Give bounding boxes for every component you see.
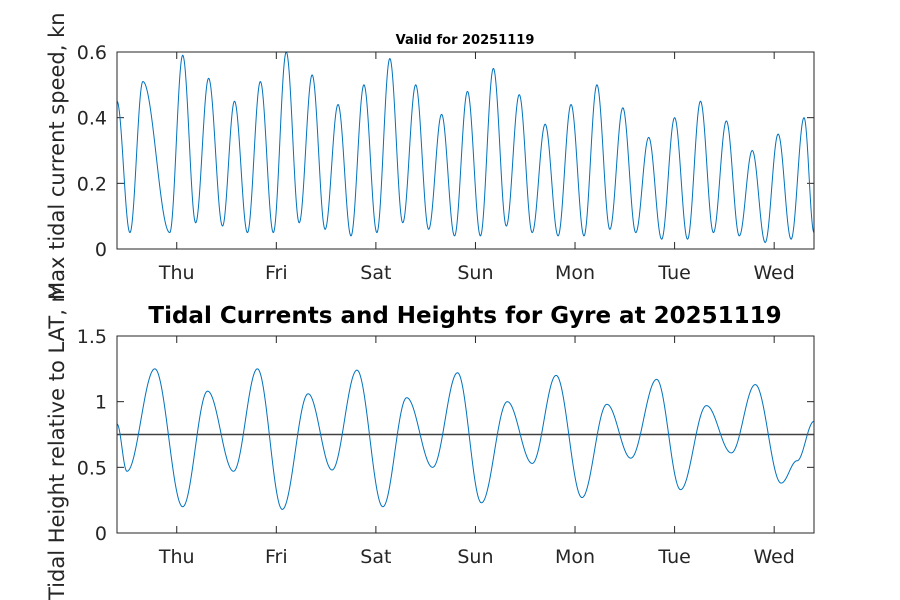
y-tick-label: 0.2 [77,173,107,195]
x-tick-label: Wed [753,262,794,284]
x-tick-label: Mon [555,262,595,284]
x-tick-label: Sun [457,546,493,568]
current-speed-chart: Valid for 20251119 0 0.2 0.4 0.6 Thu Fri Sat S… [77,33,815,284]
x-axis-ticks: Thu Fri Sat Sun Mon Tue Wed [158,336,795,568]
y-tick-label: 0.6 [77,42,107,64]
y-tick-label: 1 [95,392,107,414]
x-tick-label: Thu [158,546,195,568]
x-tick-label: Fri [265,546,288,568]
tidal-height-series-line [116,368,815,510]
x-tick-label: Fri [265,262,288,284]
x-tick-label: Tue [657,546,690,568]
tidal-height-chart: Tidal Currents and Heights for Gyre at 2… [77,303,815,568]
y-tick-label: 0 [95,239,107,261]
x-tick-label: Tue [657,262,690,284]
y-axis-label-tidal-height: Tidal Height relative to LAT, m [45,282,69,600]
x-axis-ticks: Thu Fri Sat Sun Mon Tue Wed [158,52,795,284]
y-tick-label: 0 [95,523,107,545]
y-axis-ticks: 0 0.5 1 1.5 [77,326,814,545]
x-tick-label: Sun [457,262,493,284]
chart-title: Valid for 20251119 [396,33,535,48]
x-tick-label: Mon [555,546,595,568]
y-tick-label: 1.5 [77,326,107,348]
plot-area [117,52,814,249]
y-tick-label: 0.4 [77,108,107,130]
y-tick-label: 0.5 [77,457,107,479]
plot-frame [116,51,815,250]
x-tick-label: Sat [360,262,391,284]
x-tick-label: Sat [360,546,391,568]
x-tick-label: Wed [753,546,794,568]
plot-frame [116,335,815,534]
chart-title: Tidal Currents and Heights for Gyre at 2… [148,303,781,329]
current-speed-series-line [116,51,815,243]
x-tick-label: Thu [158,262,195,284]
y-axis-label-current-speed: Max tidal current speed, kn [45,12,69,300]
